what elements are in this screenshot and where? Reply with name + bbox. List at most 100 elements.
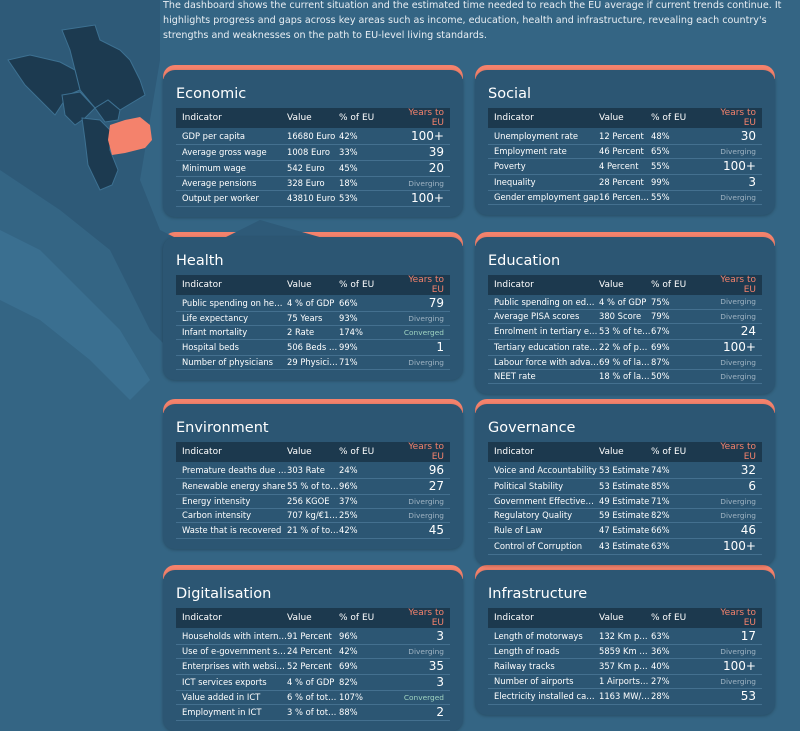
years-to-eu: 100+ bbox=[704, 339, 762, 356]
indicator-name: Premature deaths due t… bbox=[176, 462, 287, 479]
indicator-name: Gender employment gap bbox=[488, 190, 599, 205]
indicator-value: 5859 Km p… bbox=[599, 644, 651, 659]
indicator-value: 542 Euro bbox=[287, 160, 339, 177]
pct-of-eu: 99% bbox=[651, 174, 704, 191]
table-row: Renewable energy share 55 % of to… 96% 2… bbox=[176, 478, 450, 495]
years-to-eu: 32 bbox=[704, 462, 762, 479]
years-to-eu: Diverging bbox=[704, 508, 762, 523]
indicator-value: 506 Beds … bbox=[287, 339, 339, 356]
pct-of-eu: 99% bbox=[339, 339, 392, 356]
col-years: Years to EU bbox=[392, 108, 450, 128]
indicator-value: 91 Percent bbox=[287, 628, 339, 645]
card-title: Infrastructure bbox=[488, 586, 588, 602]
indicator-value: 4 % of GDP bbox=[287, 295, 339, 312]
col-years: Years to EU bbox=[704, 442, 762, 462]
indicator-name: Value added in ICT bbox=[176, 690, 287, 705]
col-value: Value bbox=[287, 442, 339, 462]
pct-of-eu: 79% bbox=[651, 309, 704, 324]
indicator-name: Tertiary education rate … bbox=[488, 339, 599, 356]
indicator-value: 132 Km pe… bbox=[599, 628, 651, 645]
table-row: Waste that is recovered 21 % of to… 42% … bbox=[176, 522, 450, 539]
table-row: Number of physicians 29 Physici… 71% Div… bbox=[176, 355, 450, 370]
indicator-value: 256 KGOE bbox=[287, 494, 339, 509]
table-row: Rule of Law 47 Estimate 66% 46 bbox=[488, 522, 762, 539]
pct-of-eu: 93% bbox=[339, 311, 392, 326]
table-row: Railway tracks 357 Km pe… 40% 100+ bbox=[488, 658, 762, 675]
indicator-value: 46 Percent bbox=[599, 144, 651, 159]
table-row: Voice and Accountability 53 Estimate 74%… bbox=[488, 462, 762, 479]
table-header: Indicator Value% of EU Years to EU bbox=[176, 275, 450, 295]
indicator-value: 22 % of po… bbox=[599, 339, 651, 356]
pct-of-eu: 96% bbox=[339, 628, 392, 645]
pct-of-eu: 69% bbox=[339, 658, 392, 675]
indicator-value: 53 % of te… bbox=[599, 323, 651, 340]
table-row: Poverty 4 Percent 55% 100+ bbox=[488, 158, 762, 175]
pct-of-eu: 174% bbox=[339, 325, 392, 340]
col-indicator: Indicator bbox=[176, 108, 287, 128]
pct-of-eu: 53% bbox=[339, 190, 392, 207]
col-indicator: Indicator bbox=[176, 608, 287, 628]
years-to-eu: 6 bbox=[704, 478, 762, 495]
table-row: Energy intensity 256 KGOE 37% Diverging bbox=[176, 494, 450, 509]
years-to-eu: Converged bbox=[392, 690, 450, 705]
table-header: Indicator Value% of EU Years to EU bbox=[488, 108, 762, 128]
col-pct: % of EU bbox=[651, 442, 704, 462]
years-to-eu: 100+ bbox=[392, 128, 450, 145]
indicator-name: Poverty bbox=[488, 158, 599, 175]
table-row: Tertiary education rate … 22 % of po… 69… bbox=[488, 339, 762, 356]
card-title: Social bbox=[488, 86, 531, 102]
years-to-eu: Diverging bbox=[704, 309, 762, 324]
indicator-name: Hospital beds bbox=[176, 339, 287, 356]
indicator-name: Renewable energy share bbox=[176, 478, 287, 495]
indicator-name: GDP per capita bbox=[176, 128, 287, 145]
table-row: Inequality 28 Percent 99% 3 bbox=[488, 174, 762, 191]
col-value: Value bbox=[287, 275, 339, 295]
indicator-name: Minimum wage bbox=[176, 160, 287, 177]
card-health: Health Indicator Value% of EU Years to EU … bbox=[163, 232, 463, 380]
years-to-eu: Diverging bbox=[392, 311, 450, 326]
indicator-value: 6 % of tot… bbox=[287, 690, 339, 705]
pct-of-eu: 82% bbox=[339, 674, 392, 691]
card-social: Social Indicator Value% of EU Years to EU … bbox=[475, 65, 775, 215]
col-indicator: Indicator bbox=[488, 608, 599, 628]
col-indicator: Indicator bbox=[488, 108, 599, 128]
years-to-eu: 100+ bbox=[392, 190, 450, 207]
years-to-eu: 20 bbox=[392, 160, 450, 177]
table-row: Enterprises with websites 52 Percent 69%… bbox=[176, 658, 450, 675]
card-title: Health bbox=[176, 253, 224, 269]
table-row: Average gross wage 1008 Euro 33% 39 bbox=[176, 144, 450, 161]
indicator-name: Labour force with adva… bbox=[488, 355, 599, 370]
years-to-eu: 45 bbox=[392, 522, 450, 539]
indicator-name: Infant mortality bbox=[176, 325, 287, 340]
table-row: Infant mortality 2 Rate 174% Converged bbox=[176, 325, 450, 340]
pct-of-eu: 69% bbox=[651, 339, 704, 356]
indicator-name: ICT services exports bbox=[176, 674, 287, 691]
card-governance: Governance Indicator Value% of EU Years to… bbox=[475, 399, 775, 565]
years-to-eu: 100+ bbox=[704, 538, 762, 555]
pct-of-eu: 67% bbox=[651, 323, 704, 340]
table-header: Indicator Value% of EU Years to EU bbox=[176, 608, 450, 628]
indicator-value: 43810 Euro bbox=[287, 190, 339, 207]
indicator-name: Voice and Accountability bbox=[488, 462, 599, 479]
years-to-eu: 24 bbox=[704, 323, 762, 340]
table-row: NEET rate 18 % of la… 50% Diverging bbox=[488, 369, 762, 384]
indicator-value: 75 Years bbox=[287, 311, 339, 326]
years-to-eu: 39 bbox=[392, 144, 450, 161]
table-row: Hospital beds 506 Beds … 99% 1 bbox=[176, 339, 450, 356]
col-years: Years to EU bbox=[704, 608, 762, 628]
col-pct: % of EU bbox=[339, 108, 392, 128]
indicator-name: Use of e-government se… bbox=[176, 644, 287, 659]
pct-of-eu: 25% bbox=[339, 508, 392, 523]
indicator-table: Indicator Value% of EU Years to EU Voice a… bbox=[488, 442, 762, 555]
indicator-name: Control of Corruption bbox=[488, 538, 599, 555]
years-to-eu: 79 bbox=[392, 295, 450, 312]
indicator-name: Energy intensity bbox=[176, 494, 287, 509]
years-to-eu: 3 bbox=[704, 174, 762, 191]
pct-of-eu: 65% bbox=[651, 144, 704, 159]
col-value: Value bbox=[599, 275, 651, 295]
pct-of-eu: 66% bbox=[339, 295, 392, 312]
col-years: Years to EU bbox=[392, 442, 450, 462]
pct-of-eu: 42% bbox=[339, 644, 392, 659]
table-row: Output per worker 43810 Euro 53% 100+ bbox=[176, 190, 450, 207]
indicator-value: 4 % of GDP bbox=[287, 674, 339, 691]
